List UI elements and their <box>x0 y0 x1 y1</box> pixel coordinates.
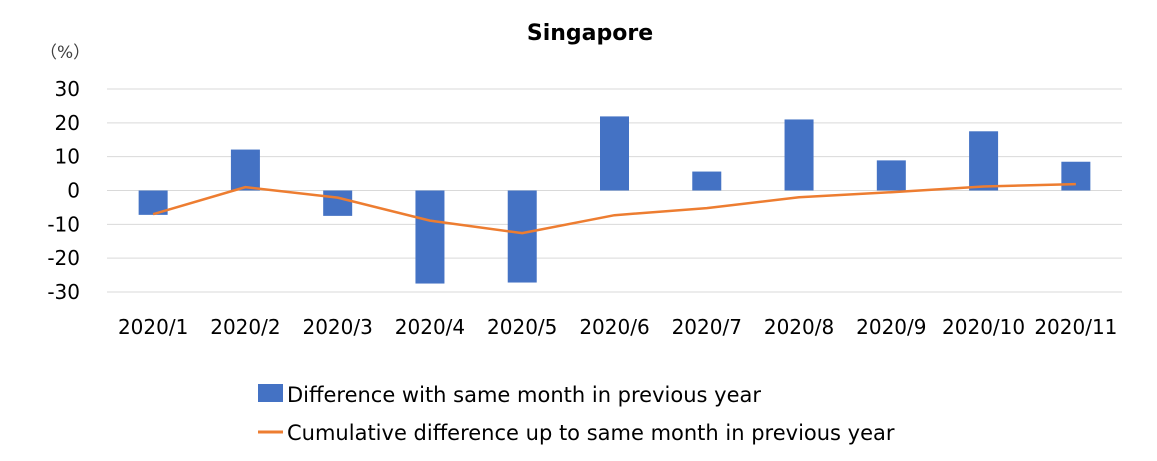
bar <box>507 190 537 283</box>
legend: Difference with same month in previous y… <box>258 383 895 445</box>
bar <box>1061 161 1091 191</box>
cumulative-line <box>152 182 1076 235</box>
unit-label: （%） <box>40 43 90 63</box>
legend-label-line: Cumulative difference up to same month i… <box>287 421 895 445</box>
x-tick-label: 2020/7 <box>672 315 742 339</box>
y-tick-label: -10 <box>47 212 80 236</box>
bar <box>323 190 353 216</box>
x-tick-label: 2020/1 <box>118 315 188 339</box>
x-tick-label: 2020/6 <box>579 315 649 339</box>
y-tick-label: 0 <box>67 179 80 203</box>
x-tick-label: 2020/8 <box>764 315 834 339</box>
bar <box>692 171 722 191</box>
y-tick-label: 10 <box>55 145 80 169</box>
x-axis: 2020/1 2020/2 2020/3 2020/4 2020/5 2020/6 2020… <box>118 315 1117 339</box>
x-tick-label: 2020/5 <box>487 315 557 339</box>
bar <box>784 119 814 191</box>
bar <box>876 160 906 191</box>
y-tick-label: -30 <box>47 280 80 304</box>
bar <box>969 131 999 191</box>
line-series <box>152 182 1076 235</box>
bar <box>600 116 629 191</box>
legend-swatch-bar <box>258 384 283 402</box>
bar <box>230 149 260 191</box>
x-tick-label: 2020/9 <box>856 315 926 339</box>
x-tick-label: 2020/2 <box>210 315 280 339</box>
chart-title: Singapore <box>527 21 653 46</box>
x-tick-label: 2020/3 <box>302 315 372 339</box>
legend-label-bar: Difference with same month in previous y… <box>287 383 761 407</box>
x-tick-label: 2020/10 <box>942 315 1025 339</box>
y-axis: 30 20 10 0 -10 -20 -30 <box>47 77 80 304</box>
y-tick-label: 30 <box>55 77 80 101</box>
x-tick-label: 2020/11 <box>1034 315 1117 339</box>
bar <box>415 190 445 284</box>
x-tick-label: 2020/4 <box>395 315 465 339</box>
y-tick-label: 20 <box>55 111 80 135</box>
y-tick-label: -20 <box>47 246 80 270</box>
bar-series <box>138 116 1091 284</box>
